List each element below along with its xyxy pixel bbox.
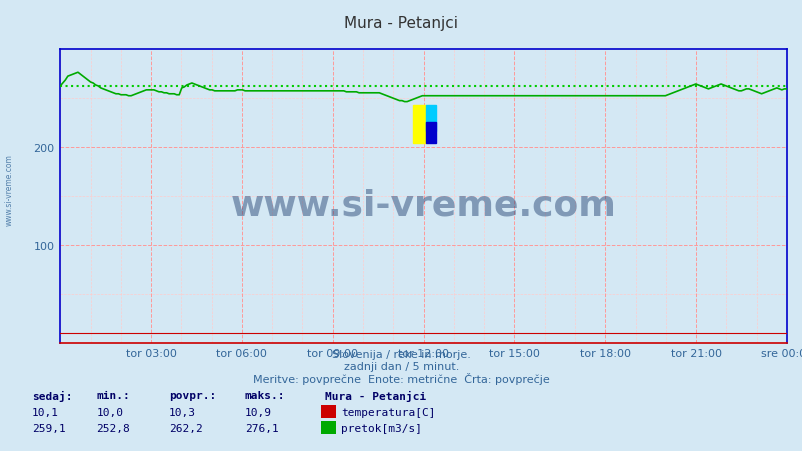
Bar (425, 105, 435, 132)
Text: 276,1: 276,1 (245, 423, 278, 433)
Text: www.si-vreme.com: www.si-vreme.com (5, 153, 14, 226)
Text: 10,9: 10,9 (245, 407, 272, 417)
Text: zadnji dan / 5 minut.: zadnji dan / 5 minut. (343, 361, 459, 371)
Text: 10,1: 10,1 (32, 407, 59, 417)
Bar (425, 123, 435, 143)
Text: Slovenija / reke in morje.: Slovenija / reke in morje. (332, 350, 470, 359)
Text: pretok[m3/s]: pretok[m3/s] (341, 423, 422, 433)
Text: temperatura[C]: temperatura[C] (341, 407, 435, 417)
Text: povpr.:: povpr.: (168, 390, 216, 400)
Text: 262,2: 262,2 (168, 423, 202, 433)
Text: sedaj:: sedaj: (32, 390, 72, 401)
Text: 10,3: 10,3 (168, 407, 196, 417)
Text: Meritve: povprečne  Enote: metrične  Črta: povprečje: Meritve: povprečne Enote: metrične Črta:… (253, 372, 549, 384)
Text: 10,0: 10,0 (96, 407, 124, 417)
Text: Mura - Petanjci: Mura - Petanjci (325, 390, 426, 401)
Text: Mura - Petanjci: Mura - Petanjci (344, 16, 458, 31)
Text: min.:: min.: (96, 390, 130, 400)
Text: 259,1: 259,1 (32, 423, 66, 433)
Text: maks.:: maks.: (245, 390, 285, 400)
Text: www.si-vreme.com: www.si-vreme.com (230, 188, 616, 222)
Text: 252,8: 252,8 (96, 423, 130, 433)
Bar (412, 105, 425, 143)
